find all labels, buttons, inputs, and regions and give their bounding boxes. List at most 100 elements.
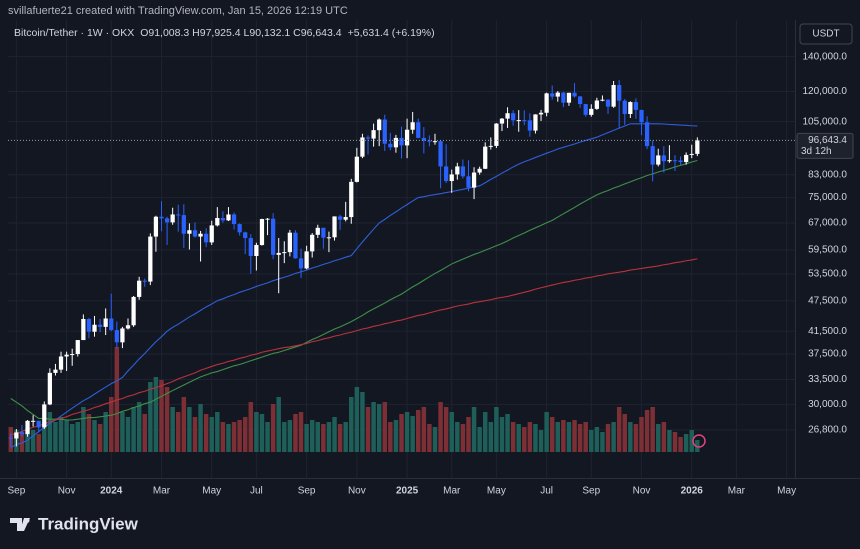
volume-bar xyxy=(321,424,326,452)
volume-bar xyxy=(460,424,466,452)
candle-body xyxy=(176,214,181,216)
candle-body xyxy=(538,112,544,115)
candle-body xyxy=(393,137,399,148)
volume-bar xyxy=(594,427,600,452)
candle-body xyxy=(148,236,153,282)
volume-bar xyxy=(650,407,655,452)
candle-body xyxy=(103,318,108,327)
x-tick-label: Nov xyxy=(348,486,366,497)
ohlc-values: O91,008.3 H97,925.4 L90,132.1 C96,643.4 xyxy=(140,27,342,39)
volume-bar xyxy=(505,414,510,452)
candle-body xyxy=(644,122,650,147)
volume-bar xyxy=(349,397,354,452)
volume-bar xyxy=(661,422,667,452)
volume-bar xyxy=(683,434,689,452)
candle-body xyxy=(544,93,549,113)
volume-bar xyxy=(628,422,633,452)
candle-body xyxy=(42,404,47,428)
candle-body xyxy=(516,120,521,122)
candle-body xyxy=(298,258,304,269)
volume-bar xyxy=(644,410,650,452)
candle-body xyxy=(695,140,700,154)
volume-bar xyxy=(371,402,376,452)
candle-body xyxy=(125,325,131,329)
candle-body xyxy=(19,432,25,435)
candle-body xyxy=(494,123,499,146)
candle-body xyxy=(404,129,410,146)
candle-body xyxy=(321,227,326,238)
y-tick-label: 47,500.0 xyxy=(808,295,847,306)
volume-bar xyxy=(309,420,315,452)
candle-body xyxy=(25,420,30,435)
volume-bar xyxy=(181,397,187,452)
candle-body xyxy=(181,215,186,234)
volume-bar xyxy=(633,424,639,452)
volume-bar xyxy=(164,387,170,452)
candle-body xyxy=(70,354,75,356)
candle-body xyxy=(527,120,532,131)
candle-body xyxy=(237,224,242,233)
candle-body xyxy=(561,92,566,103)
candle-body xyxy=(220,218,226,221)
x-tick-label: 2025 xyxy=(396,486,419,497)
volume-bar xyxy=(265,422,270,452)
change: +5,631.4 (+6.19%) xyxy=(348,27,435,39)
candle-body xyxy=(36,420,41,428)
candle-body xyxy=(438,141,443,167)
volume-bar xyxy=(533,424,538,452)
volume-bar xyxy=(577,424,583,452)
volume-bar xyxy=(494,407,499,452)
candle-body xyxy=(388,143,393,148)
candle-body xyxy=(611,84,616,107)
x-tick-label: Sep xyxy=(582,486,600,497)
brand-name: TradingView xyxy=(38,514,139,533)
candle-body xyxy=(343,217,348,220)
volume-bar xyxy=(131,407,136,452)
candle-body xyxy=(410,122,415,130)
candle-body xyxy=(97,324,103,327)
candle-body xyxy=(555,92,560,97)
caption: svillafuerte21 created with TradingView.… xyxy=(8,5,348,17)
volume-bar xyxy=(538,430,544,452)
volume-bar xyxy=(47,412,53,452)
candle-body xyxy=(276,252,281,255)
candle-body xyxy=(153,216,159,237)
volume-bar xyxy=(672,432,678,452)
volume-bar xyxy=(248,402,254,452)
candle-body xyxy=(326,237,332,239)
volume-bar xyxy=(170,407,175,452)
countdown: 3d 12h xyxy=(801,146,832,157)
candle-body xyxy=(505,113,510,119)
candle-body xyxy=(259,219,265,245)
candle-body xyxy=(231,214,237,225)
y-tick-label: 30,000.0 xyxy=(808,399,847,410)
volume-bar xyxy=(572,420,577,452)
x-tick-label: Sep xyxy=(7,486,25,497)
volume-bar xyxy=(293,414,298,452)
candle-body xyxy=(215,218,220,226)
volume-bar xyxy=(656,424,661,452)
candle-body xyxy=(265,218,270,220)
candle-body xyxy=(678,160,683,163)
candle-body xyxy=(488,145,493,147)
y-tick-label: 140,000.0 xyxy=(803,51,848,62)
candle-body xyxy=(628,102,633,115)
y-tick-label: 75,000.0 xyxy=(808,192,847,203)
candle-body xyxy=(187,230,192,234)
volume-bar xyxy=(332,417,337,452)
candle-body xyxy=(8,437,13,439)
volume-bar xyxy=(438,402,443,452)
volume-bar xyxy=(64,420,69,452)
candle-body xyxy=(349,181,354,218)
volume-bar xyxy=(622,414,627,452)
candle-body xyxy=(287,232,292,253)
candle-body xyxy=(455,166,460,175)
volume-bar xyxy=(92,420,97,452)
y-tick-label: 53,500.0 xyxy=(808,268,847,279)
candle-body xyxy=(164,218,170,223)
volume-bar xyxy=(215,412,220,452)
candle-body xyxy=(120,328,125,343)
x-tick-label: Jul xyxy=(540,486,553,497)
volume-bar xyxy=(276,397,281,452)
